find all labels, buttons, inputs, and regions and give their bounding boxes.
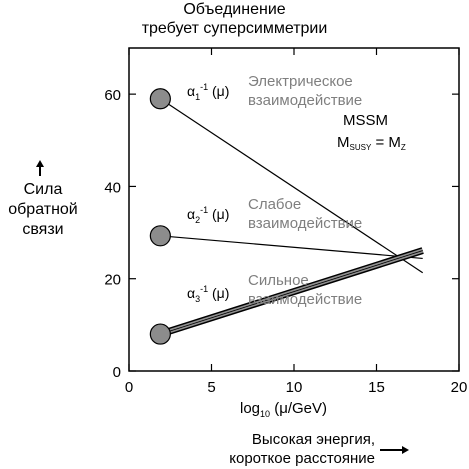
alpha2-symbol: α2-1 (μ) [187, 205, 229, 225]
susy-mass-sub2: Z [401, 143, 406, 152]
right-arrow-shaft [380, 449, 404, 451]
series-2-start-marker [149, 225, 171, 247]
y-axis-label-line-1: Сила [23, 181, 63, 198]
series-3-line [160, 250, 423, 335]
susy-mass-mid: = M [371, 134, 401, 151]
energy-note-line-1: Высокая энергия, [251, 431, 375, 448]
y-axis-label: Сила обратной связи [0, 180, 86, 240]
alpha3-symbol: α3-1 (μ) [187, 284, 229, 304]
series-2-label-line-2: взаимодействие [248, 215, 362, 232]
x-axis-label-rest: (μ/GeV) [270, 400, 328, 417]
x-tick-label-3: 15 [368, 379, 385, 396]
series-1-label-line-1: Электрическое [248, 73, 353, 90]
x-axis-label: log10 (μ/GeV) [240, 400, 327, 419]
energy-note-line-2: короткое расстояние [229, 450, 375, 467]
energy-note: Высокая энергия, короткое расстояние [200, 430, 375, 468]
y-axis-label-line-3: связи [22, 221, 64, 238]
chart-title-line-2: требует суперсимметрии [141, 20, 328, 37]
y-tick-label-3: 60 [104, 87, 121, 104]
series-layer [149, 88, 424, 345]
series-1-label-line-2: взаимодействие [248, 92, 362, 109]
mssm-label: MSSM [343, 112, 388, 129]
series-1-line [160, 98, 424, 274]
x-axis-label-main: log [240, 400, 261, 417]
susy-mass-relation: MSUSY = MZ [337, 134, 406, 152]
alpha1-symbol: α1-1 (μ) [187, 82, 229, 102]
y-tick-label-2: 40 [104, 179, 121, 196]
y-axis-label-line-2: обратной [8, 201, 78, 218]
x-tick-label-0: 0 [125, 379, 133, 396]
susy-mass-main: M [337, 134, 350, 151]
chart-title-line-1: Объединение [183, 1, 286, 18]
series-2-label-line-1: Слабое [248, 196, 301, 213]
up-arrow-icon [36, 160, 44, 167]
x-tick-label-4: 20 [451, 379, 468, 396]
y-tick-label-0: 0 [113, 364, 121, 381]
right-arrow-icon [402, 446, 409, 454]
y-tick-label-1: 20 [104, 272, 121, 289]
up-arrow-shaft [39, 166, 41, 176]
series-3-label-line-1: Сильное [248, 272, 309, 289]
series-2-line [160, 235, 423, 260]
susy-mass-sub: SUSY [350, 143, 372, 152]
x-axis-label-sub: 10 [260, 409, 271, 419]
series-3-start-marker [149, 323, 171, 345]
x-tick-label-1: 5 [207, 379, 215, 396]
chart-title: Объединение требует суперсимметрии [0, 0, 469, 38]
x-tick-label-2: 10 [286, 379, 303, 396]
axis-ticks: 0 5 10 15 20 0 20 40 60 [104, 48, 467, 396]
series-3-label-line-2: взаимодействие [248, 291, 362, 308]
series-1-start-marker [149, 88, 171, 110]
